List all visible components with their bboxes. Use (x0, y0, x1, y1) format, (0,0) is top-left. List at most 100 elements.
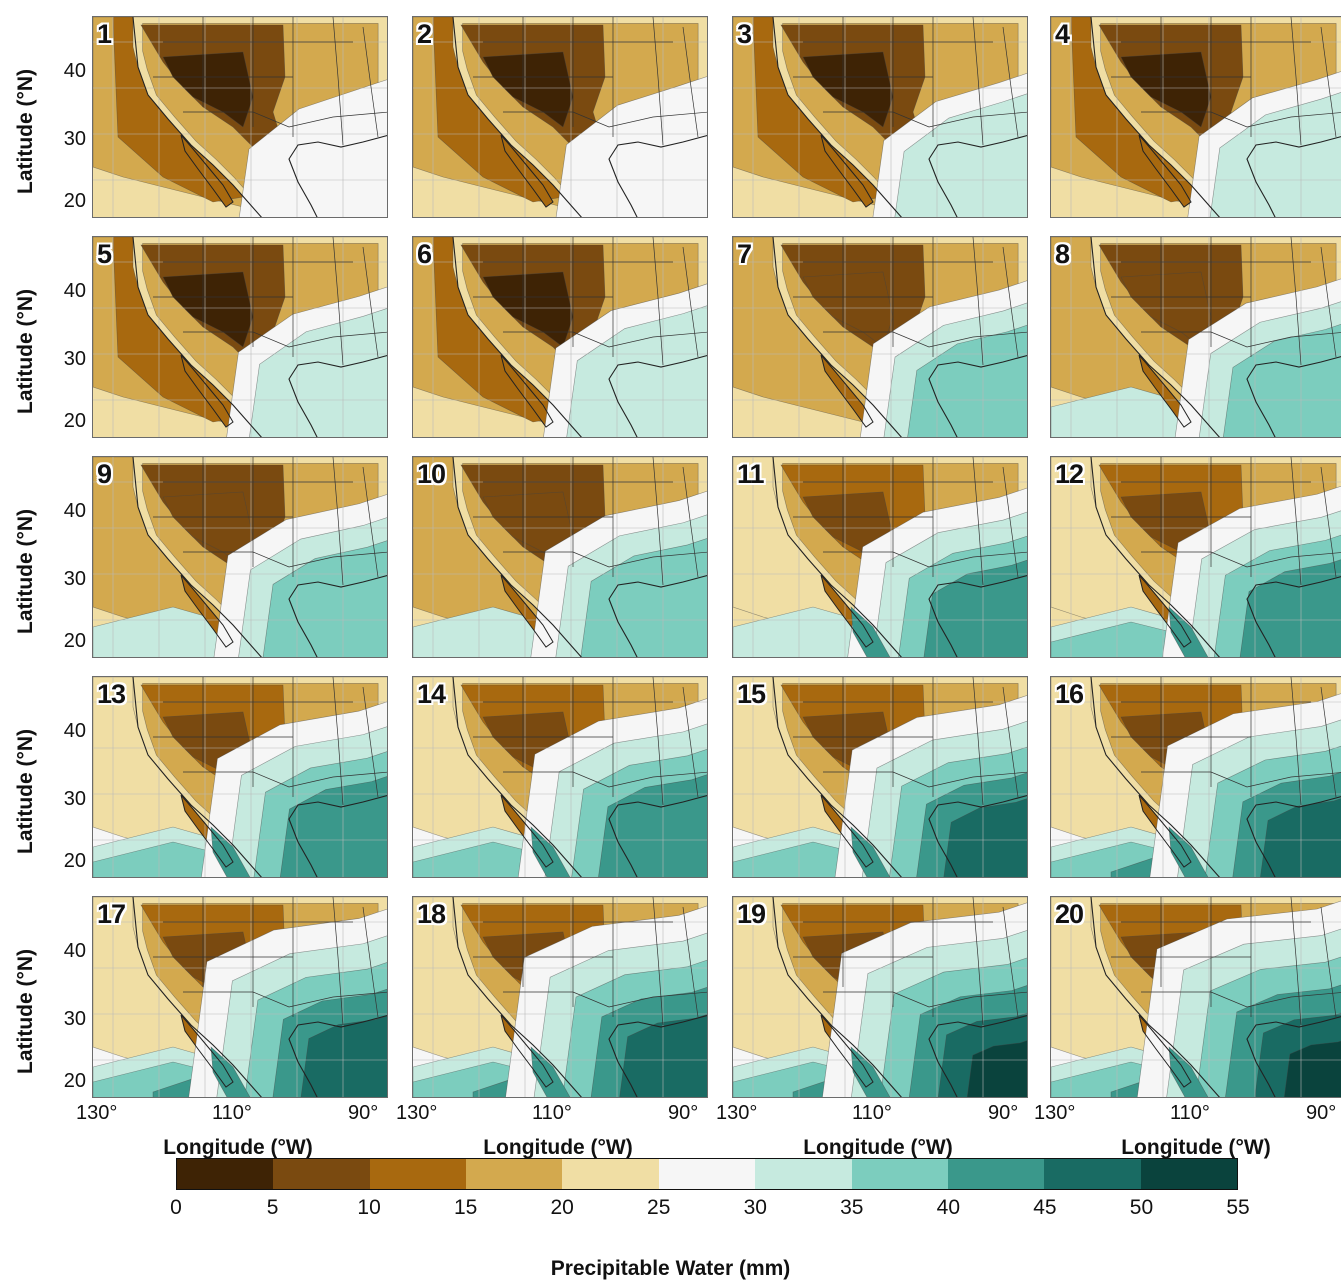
x-tick-label: 130° (396, 1102, 438, 1124)
state-border (1002, 686, 1019, 798)
state-border (682, 466, 699, 578)
map-panel-9: 9 (92, 456, 388, 658)
state-border (1320, 906, 1337, 1018)
state-border (972, 677, 984, 806)
map-panel-17: 17 (92, 896, 388, 1098)
coastline (452, 237, 582, 437)
state-border (362, 906, 379, 1018)
state-border (1320, 686, 1337, 798)
interior-very-dry (162, 51, 254, 128)
colorbar-tick-label: 55 (1226, 1196, 1250, 1219)
gulf-coastline (608, 134, 707, 217)
map-panel-6: 6 (412, 236, 708, 438)
colorbar-segment (369, 1159, 467, 1189)
gulf-coastline (288, 134, 387, 217)
colorbar-segment (851, 1159, 948, 1189)
baja-coastline (500, 134, 554, 208)
state-border (332, 457, 344, 586)
state-border (972, 237, 984, 366)
colorbar-tick-label: 35 (840, 1196, 864, 1219)
gulf-moisture-zone (555, 76, 707, 217)
baja-coastline (180, 1014, 234, 1088)
baja-coastline (820, 574, 874, 648)
gulf-moisture-zone (1283, 1040, 1341, 1097)
gulf-coastline (1246, 136, 1341, 217)
interior-very-dry (1120, 51, 1212, 128)
baja-coastline (500, 794, 554, 868)
state-border (332, 17, 344, 146)
panel-number: 20 (1055, 899, 1084, 929)
map-panel-19: 19 (732, 896, 1028, 1098)
panel-number: 17 (97, 899, 126, 929)
panel-number: 11 (737, 459, 765, 489)
colorbar-segment (947, 1159, 1045, 1189)
gulf-moisture-zone (262, 540, 387, 657)
precipitable-water-field (733, 17, 1027, 217)
coastline (772, 237, 902, 437)
state-border (682, 906, 699, 1018)
x-axis-label: Longitude (°W) (1121, 1136, 1271, 1159)
coastline (132, 457, 262, 657)
gulf-moisture-zone (1223, 323, 1341, 437)
panel-number: 13 (97, 679, 126, 709)
state-border (332, 237, 344, 366)
map-panel-13: 13 (92, 676, 388, 878)
map-panel-20: 20 (1050, 896, 1341, 1098)
y-tick-label: 30 (63, 1008, 86, 1030)
map-panel-5: 5 (92, 236, 388, 438)
x-tick-label: 90° (988, 1102, 1019, 1124)
panel-number: 19 (737, 899, 766, 929)
gulf-coastline (928, 794, 1027, 877)
baja-coastline (180, 794, 234, 868)
colorbar-segment (755, 1159, 852, 1189)
map-panel-16: 16 (1050, 676, 1341, 878)
y-axis-label: Latitude (°N) (14, 288, 37, 414)
gulf-coastline (1246, 356, 1341, 437)
state-border (183, 771, 387, 788)
precipitable-water-field (93, 237, 387, 437)
panel-number: 18 (417, 899, 446, 929)
coastline (772, 677, 902, 877)
gulf-moisture-zone (966, 1040, 1027, 1097)
y-tick-label: 40 (63, 280, 86, 302)
state-border (362, 246, 379, 358)
state-border (503, 111, 707, 128)
coastline (132, 237, 262, 437)
panel-number: 1 (97, 19, 112, 49)
state-border (1141, 991, 1341, 1008)
coastline (132, 17, 262, 217)
baja-coastline (180, 134, 234, 208)
state-border (183, 111, 387, 128)
gulf-moisture-zone (238, 79, 387, 217)
baja-coastline (820, 354, 874, 428)
panel-number: 10 (417, 459, 446, 489)
state-border (1002, 466, 1019, 578)
state-border (823, 991, 1027, 1008)
colorbar-title: Precipitable Water (mm) (550, 1257, 791, 1280)
state-border (972, 17, 984, 146)
precipitable-water-field (93, 677, 387, 877)
x-tick-label: 110° (532, 1102, 572, 1124)
coastline (1090, 457, 1220, 657)
panel-number: 5 (97, 239, 112, 269)
colorbar-tick-label: 45 (1033, 1196, 1057, 1219)
colorbar (176, 1158, 1238, 1190)
panel-number: 2 (417, 19, 432, 49)
state-border (1002, 26, 1019, 138)
gulf-coastline (288, 354, 387, 437)
coastline (772, 17, 902, 217)
x-axis-label: Longitude (°W) (483, 1136, 633, 1159)
gulf-moisture-zone (249, 308, 387, 437)
gulf-moisture-zone (598, 774, 707, 877)
precipitable-water-field (93, 897, 387, 1097)
baja-coastline (180, 574, 234, 648)
gulf-coastline (288, 794, 387, 877)
x-tick-label: 110° (852, 1102, 892, 1124)
interior-very-dry (162, 271, 254, 348)
y-tick-label: 30 (63, 348, 86, 370)
panel-number: 15 (737, 679, 766, 709)
colorbar-segment (1140, 1159, 1237, 1189)
state-border (652, 17, 664, 146)
interior-very-dry (482, 271, 574, 348)
y-tick-label: 30 (63, 128, 86, 150)
